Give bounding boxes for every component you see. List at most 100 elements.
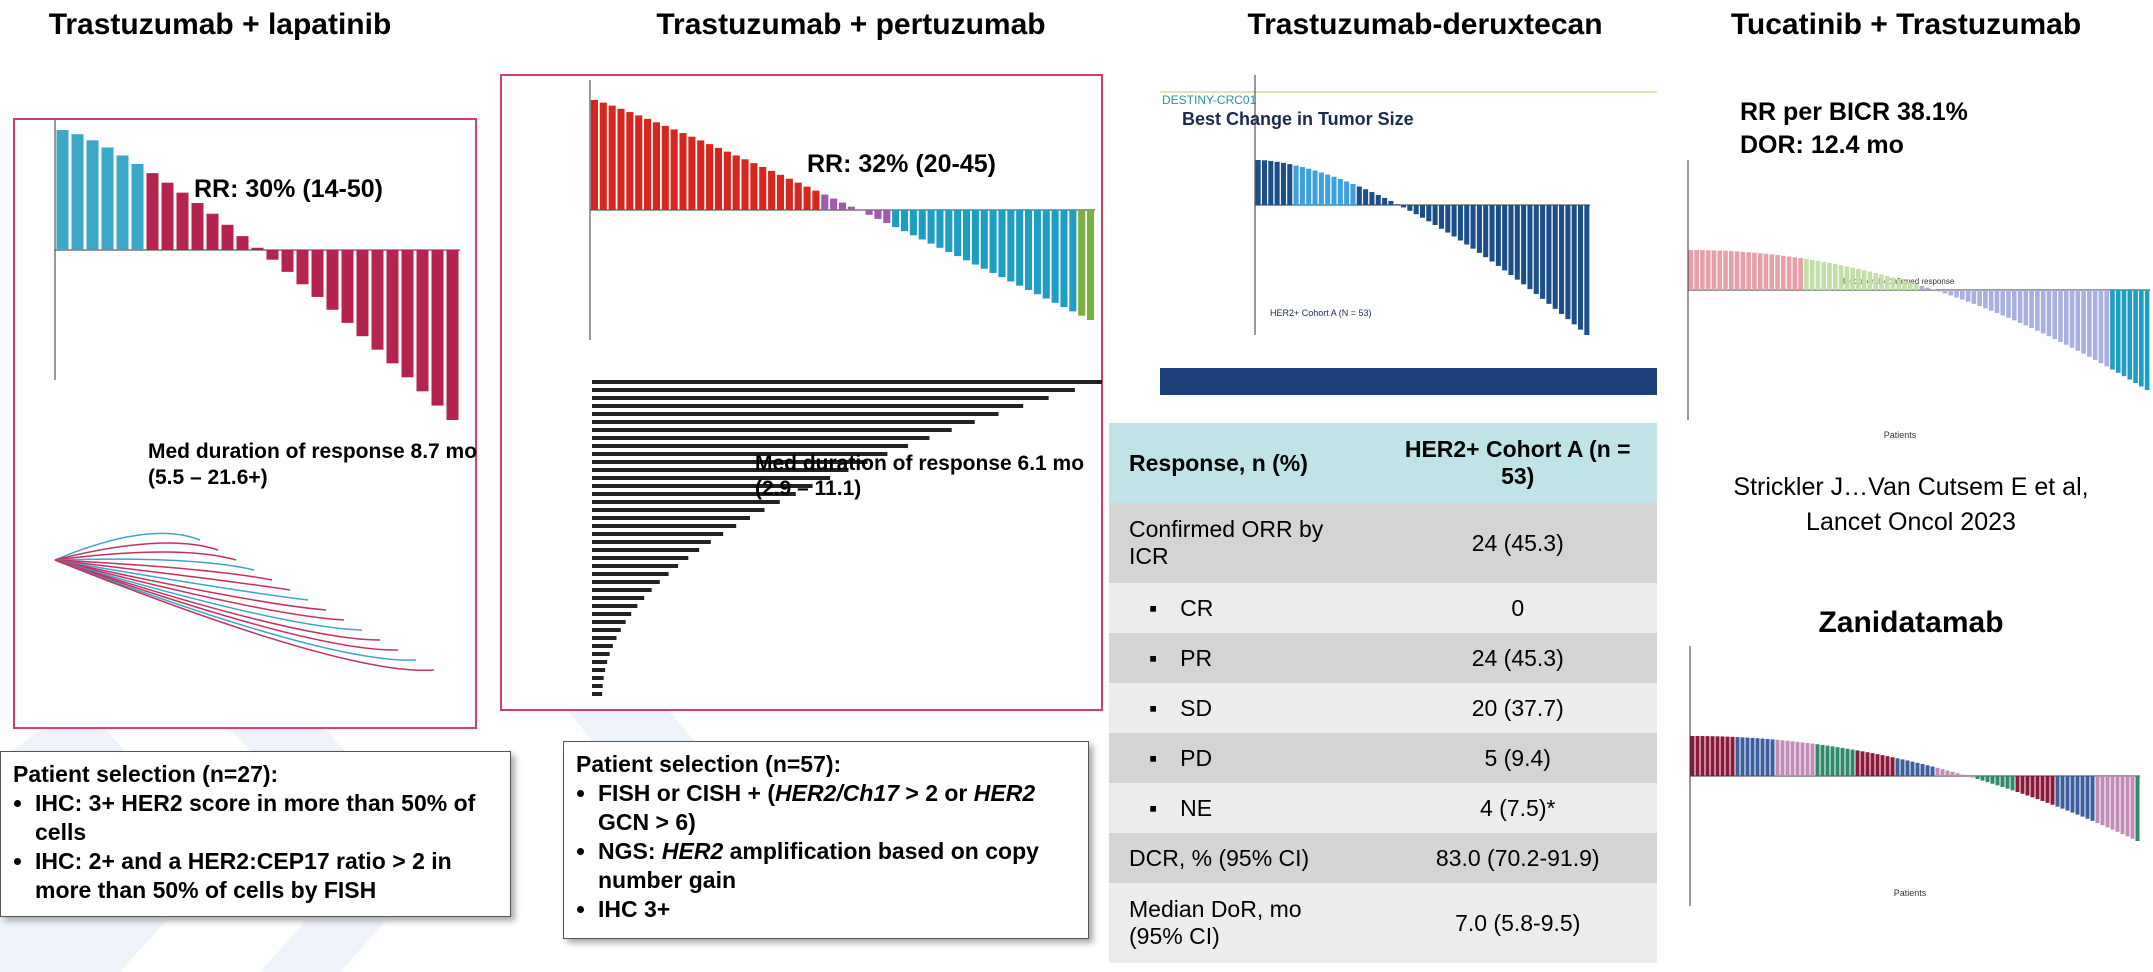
figure-shape (1769, 254, 1775, 290)
figure-shape (592, 556, 689, 560)
figure-shape (688, 136, 696, 210)
cell-text: SD (1180, 694, 1213, 721)
cell-text: Confirmed ORR by ICR (1129, 516, 1324, 569)
figure-shape (2144, 290, 2150, 390)
figure-shape (54, 559, 327, 611)
figure-shape (1451, 205, 1457, 237)
figure-shape (281, 250, 294, 272)
cell-text: 83.0 (70.2-91.9) (1435, 844, 1600, 871)
figure-shape (626, 112, 634, 210)
figure-shape (706, 144, 714, 210)
figure-shape (592, 444, 909, 448)
gene: HER2 (973, 780, 1036, 806)
duration: DOR: 12.4 mo (1740, 131, 1904, 159)
figure-shape (971, 210, 979, 265)
figure-shape (431, 250, 444, 406)
figure-shape (874, 210, 882, 219)
figure-shape (1746, 252, 1751, 290)
cell-text: Median DoR, mo (95% CI) (1129, 896, 1302, 949)
figure-shape (2029, 290, 2034, 329)
figure-shape (1948, 290, 1954, 296)
figure-shape (54, 559, 435, 672)
figure-shape (759, 166, 767, 210)
figure-shape (741, 159, 749, 210)
figure-shape (732, 155, 740, 210)
figure-shape (54, 559, 273, 581)
figure-shape (2085, 776, 2090, 819)
figure-shape (2030, 776, 2035, 798)
figure-shape (176, 192, 189, 250)
figure-shape (2035, 290, 2040, 331)
figure-shape (2070, 776, 2075, 813)
figure-shape (1780, 255, 1786, 290)
figure-shape (54, 559, 291, 591)
figure-shape (1809, 259, 1815, 290)
figure-shape (592, 676, 604, 680)
figure-shape (161, 182, 174, 250)
figure-shape (592, 420, 975, 424)
figure-shape (1935, 767, 1940, 776)
figure-shape (590, 100, 598, 210)
study-label: DESTINY-CRC01 (1162, 93, 1257, 107)
figure-shape (2105, 776, 2110, 828)
figure-shape (785, 178, 793, 210)
figure-shape (1740, 251, 1746, 290)
title: Trastuzumab + lapatinib (48, 8, 392, 41)
figure-shape (1821, 261, 1827, 290)
figure-shape (221, 224, 234, 250)
figure-shape (1985, 776, 1990, 783)
figure-shape (1344, 181, 1350, 205)
figure-shape (592, 660, 608, 664)
figure-shape (2023, 290, 2029, 326)
figure-shape (1845, 748, 1850, 776)
figure-shape (1925, 765, 1930, 776)
table-cell: Response, n (%) (1109, 423, 1378, 503)
figure-shape (1785, 740, 1790, 776)
figure-shape (592, 476, 831, 480)
figure-shape (2040, 776, 2045, 801)
text: NGS: (598, 838, 662, 864)
figure-shape (116, 155, 129, 250)
figure-shape (900, 210, 909, 232)
figure-shape (883, 210, 891, 223)
table-row: ▪ CR 0 (1109, 583, 1657, 633)
figure-shape (1980, 776, 1985, 781)
figure-shape (1763, 253, 1769, 290)
figure-shape (1255, 160, 1261, 205)
figure-shape (1884, 275, 1890, 290)
figure-shape (592, 652, 610, 656)
figure-shape (206, 213, 219, 250)
figure-shape (856, 210, 864, 211)
axis-label: Patients (1894, 888, 1927, 898)
figure-shape (446, 250, 459, 420)
figure-shape (1426, 205, 1432, 222)
figure-shape (1717, 250, 1723, 290)
figure-shape (794, 182, 802, 210)
figure-shape (592, 396, 1049, 400)
figure-shape (1865, 752, 1870, 776)
figure-shape (592, 540, 711, 544)
figure-shape (1527, 205, 1533, 290)
figure-shape (1331, 176, 1337, 205)
figure-shape (1690, 736, 1695, 776)
figure-shape (341, 250, 354, 323)
figure-shape (1856, 268, 1861, 290)
figure-shape (2127, 290, 2133, 380)
figure-shape (2115, 776, 2120, 832)
figure-shape (54, 542, 219, 561)
figure-shape (416, 250, 429, 392)
figure-shape (1318, 172, 1324, 205)
gene: HER2/Ch17 (775, 780, 899, 806)
figure-shape (1261, 160, 1268, 205)
table-cell: 24 (45.3) (1378, 633, 1657, 683)
figure-shape (2130, 776, 2135, 839)
figure-shape (2069, 290, 2075, 348)
figure-shape (1760, 738, 1765, 776)
figure-shape (1780, 740, 1785, 776)
figure-shape (592, 548, 700, 552)
figure-shape (1375, 194, 1381, 205)
figure-shape (592, 636, 617, 640)
figure-shape (592, 620, 626, 624)
figure-shape (1873, 272, 1878, 290)
figure-shape (1879, 274, 1884, 290)
